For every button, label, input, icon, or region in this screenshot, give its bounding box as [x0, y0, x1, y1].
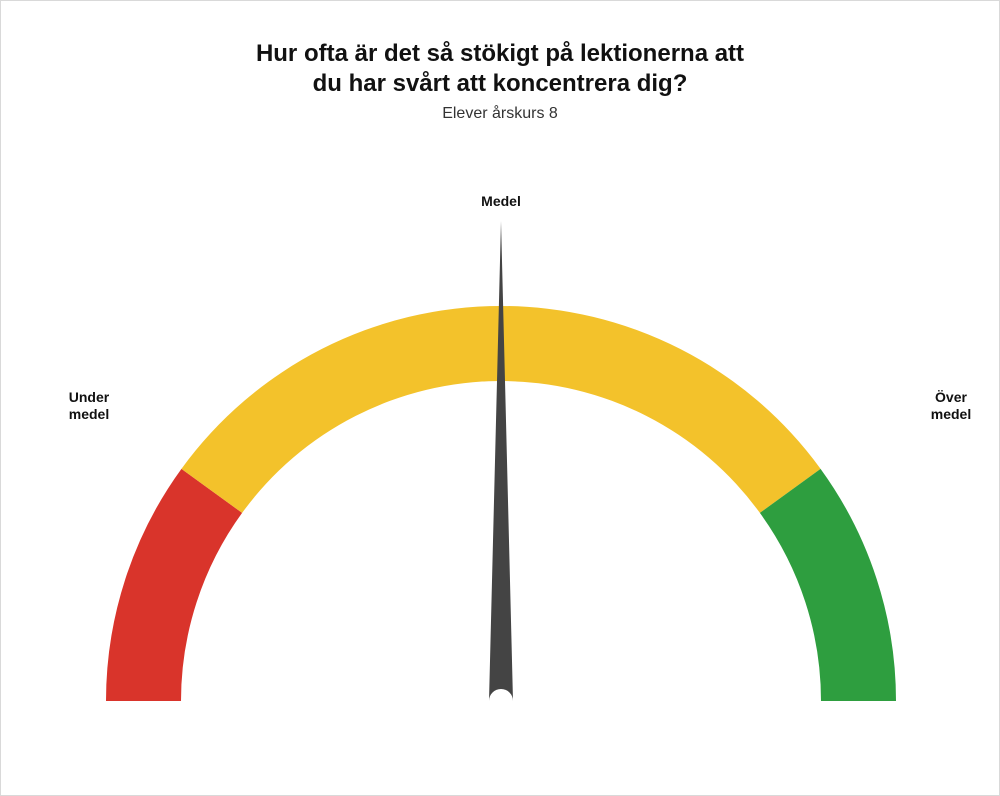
gauge-segment-0 [106, 469, 242, 701]
label-right-line1: Över [935, 389, 967, 405]
label-top-text: Medel [481, 193, 521, 209]
chart-frame: Hur ofta är det så stökigt på lektionern… [0, 0, 1000, 796]
gauge-segment-3 [760, 469, 896, 701]
gauge-segment-2 [501, 306, 821, 513]
chart-title: Hur ofta är det så stökigt på lektionern… [1, 39, 999, 99]
title-line-1: Hur ofta är det så stökigt på lektionern… [256, 40, 744, 67]
gauge-chart [1, 181, 1000, 741]
gauge-needle [489, 221, 513, 701]
axis-label-under-medel: Under medel [49, 389, 129, 423]
title-line-2: du har svårt att koncentrera dig? [313, 70, 688, 97]
title-block: Hur ofta är det så stökigt på lektionern… [1, 39, 999, 123]
axis-label-over-medel: Över medel [911, 389, 991, 423]
chart-subtitle: Elever årskurs 8 [1, 105, 999, 123]
label-left-line1: Under [69, 389, 109, 405]
label-left-line2: medel [69, 406, 109, 422]
axis-label-medel: Medel [461, 193, 541, 210]
label-right-line2: medel [931, 406, 971, 422]
gauge-segment-1 [181, 306, 501, 513]
